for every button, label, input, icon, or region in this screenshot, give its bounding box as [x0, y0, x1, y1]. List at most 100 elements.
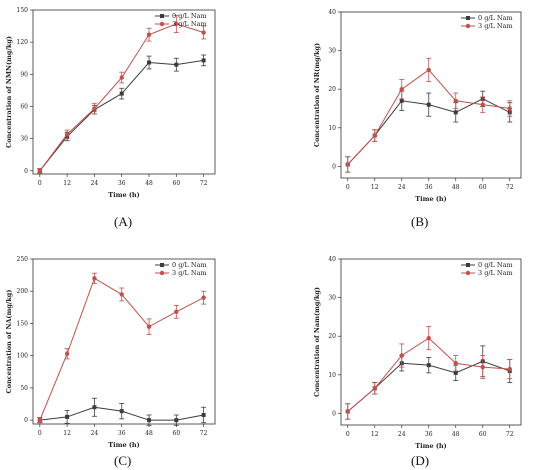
data-point — [146, 324, 152, 329]
data-point — [201, 295, 206, 300]
data-point — [92, 106, 97, 111]
y-tick-label: 20 — [328, 333, 336, 340]
y-tick-label: 100 — [17, 353, 29, 360]
data-point — [372, 133, 377, 138]
y-tick-label: 200 — [17, 288, 29, 295]
data-point — [119, 292, 124, 297]
y-tick-label: 30 — [328, 295, 336, 302]
x-tick-label: 36 — [118, 430, 126, 437]
y-tick-label: 10 — [328, 125, 336, 132]
data-point — [64, 132, 70, 137]
data-point — [37, 417, 43, 423]
x-tick-label: 60 — [173, 430, 181, 437]
data-point — [201, 30, 206, 35]
chart-a: 0 30 60 90 120 150 0 12 24 36 48 60 72 Time (h) Concen… — [5, 7, 216, 199]
y-tick-label: 0 — [24, 168, 28, 175]
y-axis-label: Concentration of Nam(mg/kg) — [313, 287, 321, 397]
legend-marker — [466, 16, 470, 20]
plot-frame — [32, 9, 216, 175]
panel-d: 0 10 20 30 40 0 12 24 36 48 60 72 Time (h) Concentrat… — [275, 235, 550, 470]
y-tick-label: 120 — [17, 39, 29, 46]
y-tick-label: 20 — [328, 86, 336, 93]
x-tick-label: 24 — [398, 184, 406, 191]
data-point — [174, 309, 179, 315]
data-point — [147, 60, 152, 65]
data-point — [453, 361, 458, 366]
legend-label: 3 g/L Nam — [172, 269, 207, 277]
chart-c: 0 50 100 150 200 250 0 12 24 36 48 60 72 Time (h) Conc… — [5, 256, 216, 449]
y-tick-label: 90 — [20, 71, 28, 78]
panel-b: 0 10 20 30 40 0 12 24 36 48 60 72 Time (h) Concentrat… — [275, 0, 550, 235]
legend-marker — [465, 23, 471, 29]
data-point — [147, 418, 152, 423]
data-point — [174, 21, 179, 27]
data-point — [92, 405, 97, 410]
data-point — [174, 418, 179, 423]
y-tick-label: 40 — [328, 256, 336, 263]
y-tick-label: 30 — [328, 48, 336, 55]
x-axis-label: Time (h) — [415, 195, 446, 203]
x-tick-label: 0 — [38, 180, 42, 187]
y-tick-label: 40 — [328, 9, 336, 16]
x-tick-label: 48 — [145, 180, 153, 187]
data-point — [119, 409, 124, 414]
data-point — [345, 409, 350, 414]
y-tick-label: 0 — [24, 417, 28, 424]
data-point — [507, 106, 512, 111]
data-point — [399, 98, 404, 103]
caption-c: (C) — [114, 453, 132, 468]
data-point — [372, 386, 377, 391]
x-tick-label: 48 — [452, 431, 460, 438]
data-point — [119, 91, 124, 96]
plot-frame — [32, 258, 216, 425]
x-tick-label: 60 — [479, 431, 487, 438]
caption-a: (A) — [114, 214, 133, 229]
chart-d: 0 10 20 30 40 0 12 24 36 48 60 72 Time (h) Concentrat… — [313, 256, 522, 450]
y-tick-label: 60 — [20, 103, 28, 110]
data-point — [507, 366, 512, 372]
x-tick-label: 12 — [371, 184, 379, 191]
data-point — [453, 370, 458, 375]
legend-marker — [160, 14, 164, 18]
y-axis-label: Concentration of NMN(mg/kg) — [5, 36, 13, 148]
y-tick-label: 250 — [17, 256, 29, 263]
legend-label: 3 g/L Nam — [172, 20, 207, 28]
x-tick-label: 12 — [371, 431, 379, 438]
x-axis-label: Time (h) — [415, 442, 446, 450]
x-tick-label: 12 — [63, 430, 71, 437]
data-point — [399, 353, 404, 358]
x-tick-label: 72 — [506, 431, 514, 438]
data-point — [37, 168, 43, 173]
x-tick-label: 24 — [91, 430, 99, 437]
data-point — [399, 87, 404, 92]
x-axis-label: Time (h) — [108, 191, 139, 199]
legend-label: 0 g/L Nam — [172, 261, 207, 269]
legend-marker — [159, 21, 165, 27]
x-tick-label: 24 — [91, 180, 99, 187]
x-tick-label: 0 — [346, 431, 350, 438]
x-tick-label: 0 — [346, 184, 350, 191]
plot-frame — [340, 11, 522, 179]
data-point — [480, 102, 485, 107]
data-point — [201, 58, 206, 63]
x-tick-label: 60 — [173, 180, 181, 187]
x-tick-label: 0 — [38, 430, 42, 437]
caption-d: (D) — [411, 453, 430, 468]
panel-a: 0 30 60 90 120 150 0 12 24 36 48 60 72 Time (h) Concen… — [0, 0, 275, 235]
legend-marker — [160, 263, 164, 267]
panel-c: 0 50 100 150 200 250 0 12 24 36 48 60 72 Time (h) Conc… — [0, 235, 275, 470]
y-axis-label: Concentration of NR(mg/kg) — [313, 43, 321, 147]
data-point — [64, 351, 70, 356]
x-tick-label: 36 — [425, 184, 433, 191]
x-tick-label: 72 — [200, 180, 208, 187]
x-tick-label: 72 — [200, 430, 208, 437]
legend-label: 3 g/L Nam — [478, 269, 513, 277]
x-tick-label: 24 — [398, 431, 406, 438]
x-tick-label: 36 — [425, 431, 433, 438]
legend-marker — [466, 263, 470, 267]
y-tick-label: 150 — [17, 7, 29, 14]
data-point — [480, 364, 485, 370]
legend-label: 0 g/L Nam — [478, 261, 513, 269]
data-point — [174, 62, 179, 67]
